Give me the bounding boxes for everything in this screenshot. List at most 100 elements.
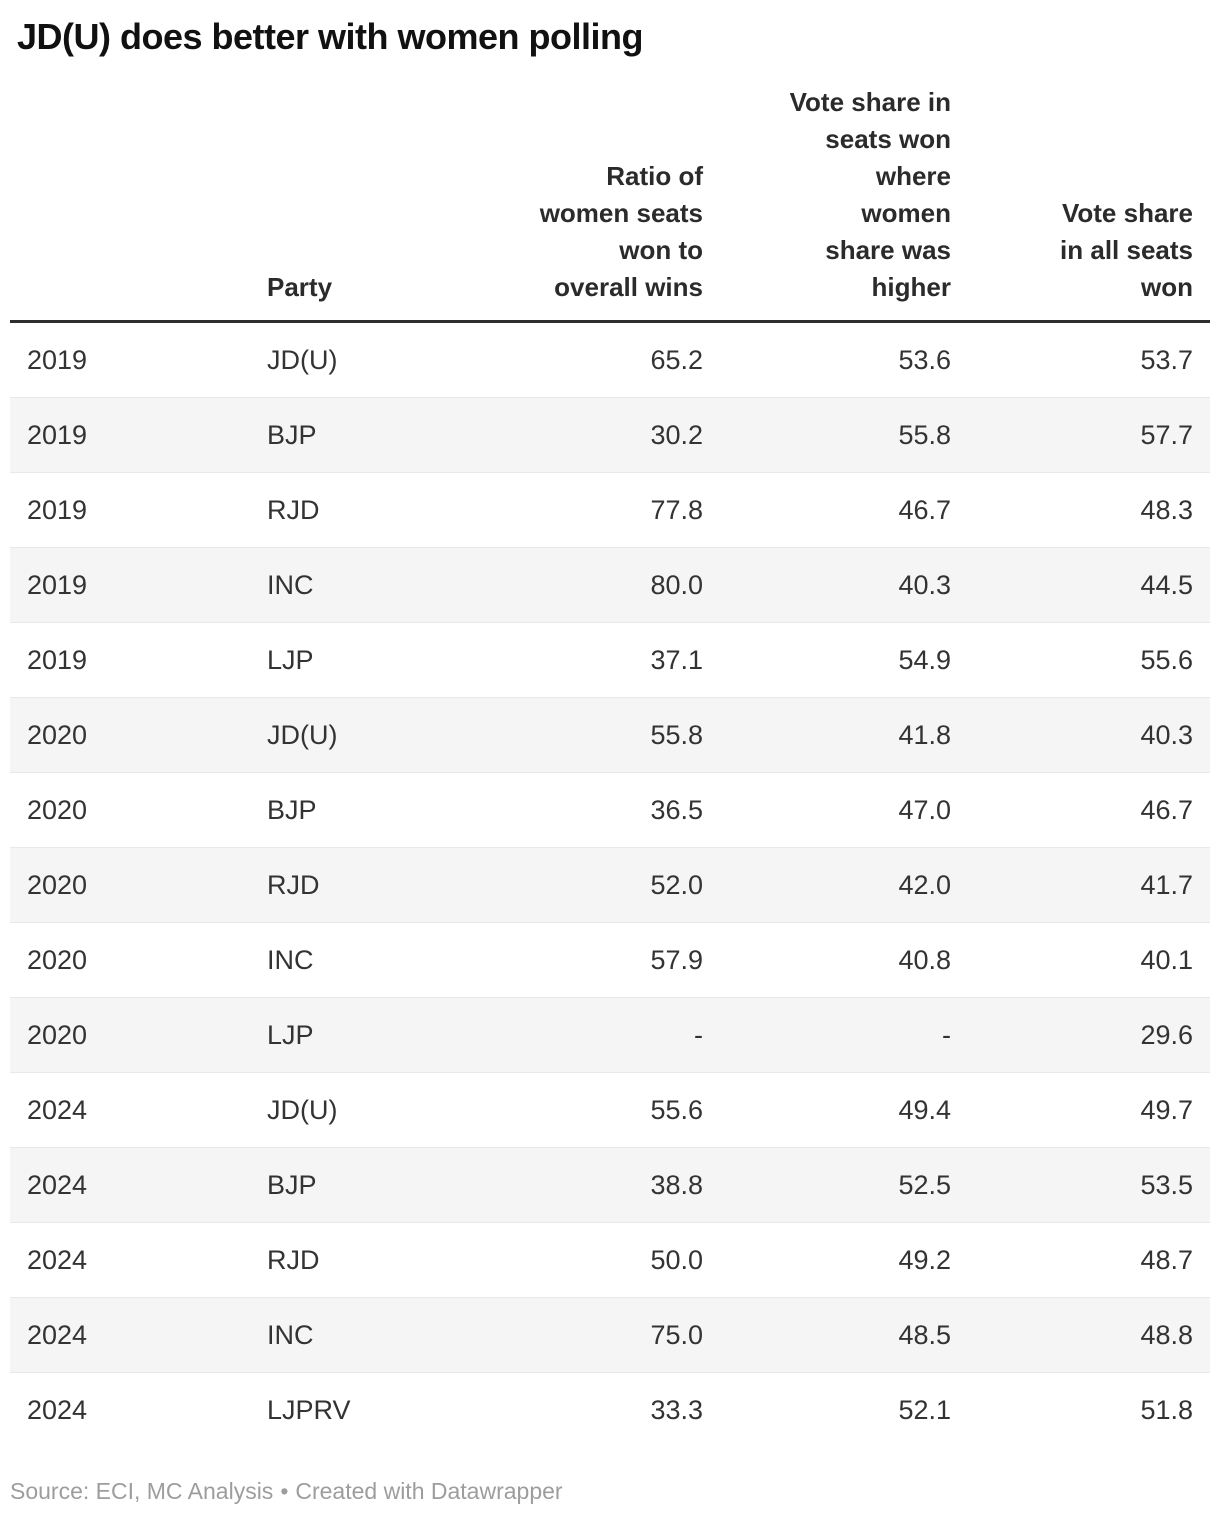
column-header-party: Party [250, 84, 470, 323]
vote-share-higher-cell: 48.5 [720, 1297, 968, 1373]
ratio-value-cell: 77.8 [470, 472, 720, 548]
vote-share-all-cell: 53.7 [1140, 345, 1193, 375]
datawrapper-attribution-link[interactable]: Created with Datawrapper [295, 1478, 563, 1504]
year-cell: 2019 [10, 397, 250, 473]
vote-share-higher-cell: 46.7 [720, 472, 968, 548]
vote-share-all-cell: 46.7 [968, 772, 1210, 848]
ratio-value-cell: 65.2 [650, 345, 703, 375]
table-row: 2020 JD(U) 55.8 41.8 40.3 [10, 697, 1210, 773]
vote-share-all-cell: 48.3 [968, 472, 1210, 548]
data-table: Party Ratio of women seats won to overal… [10, 84, 1210, 1447]
vote-share-all-cell: 48.8 [968, 1297, 1210, 1373]
year-cell: 2019 [10, 472, 250, 548]
vote-share-higher-cell: - [720, 997, 968, 1073]
vote-share-higher-cell: 53.6 [898, 345, 951, 375]
year-cell: 2024 [10, 1222, 250, 1298]
table-body: 2019 JD(U) 65.2 53.6 53.7 2019 BJP 30.2 55.8 57.7… [10, 322, 1210, 1447]
table-row: 2020 RJD 52.0 42.0 41.7 [10, 847, 1210, 923]
vote-share-all-cell: 51.8 [968, 1372, 1210, 1447]
vote-share-all-cell: 40.3 [968, 697, 1210, 773]
table-row: 2024 JD(U) 55.6 49.4 49.7 [10, 1072, 1210, 1148]
party-cell: JD(U) [267, 345, 338, 375]
party-cell: BJP [250, 397, 470, 473]
source-text: Source: ECI, MC Analysis [10, 1478, 274, 1504]
ratio-value-cell: 55.8 [470, 697, 720, 773]
column-header-vote-share-all-seats: Vote share in all seats won [968, 84, 1210, 323]
vote-share-higher-cell: 40.3 [720, 547, 968, 623]
table-row: 2020 BJP 36.5 47.0 46.7 [10, 772, 1210, 848]
vote-share-all-cell: 44.5 [968, 547, 1210, 623]
vote-share-higher-cell: 49.2 [720, 1222, 968, 1298]
ratio-value-cell: 33.3 [470, 1372, 720, 1447]
table-row: 2024 INC 75.0 48.5 48.8 [10, 1297, 1210, 1373]
year-cell: 2020 [10, 772, 250, 848]
year-cell: 2020 [10, 697, 250, 773]
vote-share-all-cell: 55.6 [968, 622, 1210, 698]
vote-share-all-cell: 40.1 [968, 922, 1210, 998]
column-header-vote-share-women-higher: Vote share in seats won where women shar… [720, 84, 968, 323]
ratio-value-cell: 50.0 [470, 1222, 720, 1298]
table-row: 2024 LJPRV 33.3 52.1 51.8 [10, 1372, 1210, 1447]
party-cell: RJD [250, 847, 470, 923]
vote-share-higher-cell: 42.0 [720, 847, 968, 923]
ratio-value-cell: 75.0 [470, 1297, 720, 1373]
table-row: 2020 INC 57.9 40.8 40.1 [10, 922, 1210, 998]
vote-share-all-cell: 57.7 [968, 397, 1210, 473]
vote-share-all-cell: 29.6 [968, 997, 1210, 1073]
table-row: 2020 LJP - -29.6 [10, 997, 1210, 1073]
footer-separator: • [280, 1478, 289, 1504]
ratio-value-cell: 37.1 [470, 622, 720, 698]
ratio-value-cell: 80.0 [470, 547, 720, 623]
party-cell: JD(U) [250, 1072, 470, 1148]
chart-title: JD(U) does better with women polling [17, 16, 644, 57]
table-row: 2024 BJP 38.8 52.5 53.5 [10, 1147, 1210, 1223]
vote-share-higher-cell: 52.5 [720, 1147, 968, 1223]
year-cell: 2024 [10, 1147, 250, 1223]
party-cell: INC [250, 922, 470, 998]
ratio-value-cell: 30.2 [470, 397, 720, 473]
year-cell: 2019 [10, 547, 250, 623]
year-cell: 2020 [10, 922, 250, 998]
vote-share-higher-cell: 47.0 [720, 772, 968, 848]
party-cell: INC [250, 547, 470, 623]
page: JD(U) does better with women polling Par… [10, 16, 1210, 1505]
vote-share-all-cell: 41.7 [968, 847, 1210, 923]
vote-share-all-cell: 53.5 [968, 1147, 1210, 1223]
party-cell: BJP [250, 772, 470, 848]
table-row: 2019 BJP 30.2 55.8 57.7 [10, 397, 1210, 473]
table-row: 2019 LJP 37.1 54.9 55.6 [10, 622, 1210, 698]
header-row: Party Ratio of women seats won to overal… [10, 84, 1210, 323]
party-cell: BJP [250, 1147, 470, 1223]
ratio-value-cell: 52.0 [470, 847, 720, 923]
table-row: 2019 JD(U) 65.2 53.6 53.7 [10, 322, 1210, 398]
year-cell: 2020 [10, 847, 250, 923]
vote-share-all-cell: 48.7 [968, 1222, 1210, 1298]
ratio-value-cell: - [470, 997, 720, 1073]
table-header: Party Ratio of women seats won to overal… [10, 84, 1210, 323]
column-header-ratio-women-seats: Ratio of women seats won to overall wins [470, 84, 720, 323]
table-row: 2019 RJD 77.8 46.7 48.3 [10, 472, 1210, 548]
ratio-value-cell: 57.9 [470, 922, 720, 998]
year-cell: 2024 [10, 1297, 250, 1373]
vote-share-higher-cell: 40.8 [720, 922, 968, 998]
party-cell: LJPRV [250, 1372, 470, 1447]
year-cell: 2024 [10, 1372, 250, 1447]
vote-share-all-cell: 49.7 [968, 1072, 1210, 1148]
party-cell: RJD [250, 472, 470, 548]
column-header-year [10, 84, 250, 323]
table-row: 2024 RJD 50.0 49.2 48.7 [10, 1222, 1210, 1298]
year-cell: 2019 [10, 622, 250, 698]
ratio-value-cell: 38.8 [470, 1147, 720, 1223]
vote-share-higher-cell: 55.8 [720, 397, 968, 473]
party-cell: RJD [250, 1222, 470, 1298]
party-cell: JD(U) [250, 697, 470, 773]
table-row: 2019 INC 80.0 40.3 44.5 [10, 547, 1210, 623]
party-cell: INC [250, 1297, 470, 1373]
ratio-value-cell: 55.6 [470, 1072, 720, 1148]
year-cell: 2019 [27, 345, 88, 375]
year-cell: 2024 [10, 1072, 250, 1148]
party-cell: LJP [250, 997, 470, 1073]
party-cell: LJP [250, 622, 470, 698]
vote-share-higher-cell: 52.1 [720, 1372, 968, 1447]
chart-footer: Source: ECI, MC Analysis • Created with Da… [10, 1477, 1210, 1505]
